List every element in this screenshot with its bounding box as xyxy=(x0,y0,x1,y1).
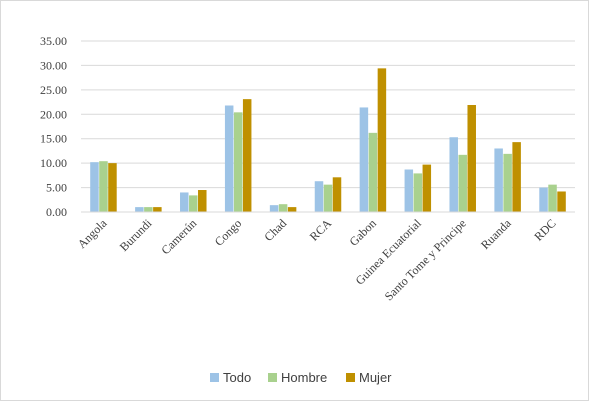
bar-todo-3 xyxy=(224,105,234,212)
x-tick-label: Camerún xyxy=(158,216,199,257)
y-axis-tick-labels: 0.00 5.00 10.00 15.00 20.00 25.00 30.00 35.00 xyxy=(40,34,67,219)
bar-hombre-10 xyxy=(548,184,557,212)
bar-hombre-5 xyxy=(323,184,333,212)
bar-todo-7 xyxy=(404,169,414,212)
bar-mujer-4 xyxy=(287,207,297,212)
x-tick-label: Angola xyxy=(75,216,110,251)
bar-hombre-8 xyxy=(458,154,467,212)
bar-mujer-0 xyxy=(108,163,117,212)
bar-mujer-7 xyxy=(422,164,432,212)
y-tick-label: 15.00 xyxy=(40,132,67,146)
gridlines xyxy=(81,40,575,189)
bar-todo-5 xyxy=(314,181,324,212)
x-tick-label: Chad xyxy=(261,216,289,244)
legend-swatch-todo xyxy=(210,373,219,382)
x-tick-label: RDC xyxy=(531,216,558,243)
bar-hombre-3 xyxy=(233,112,243,212)
x-tick-label: RCA xyxy=(307,216,335,244)
bar-mujer-10 xyxy=(557,191,566,212)
bars xyxy=(90,68,566,212)
bar-hombre-0 xyxy=(99,161,108,212)
x-tick-label: Gabon xyxy=(347,216,380,249)
x-tick-label: Congo xyxy=(212,216,245,249)
bar-todo-10 xyxy=(539,187,548,212)
legend-label-mujer: Mujer xyxy=(359,370,392,385)
bar-mujer-1 xyxy=(153,207,162,212)
y-tick-label: 20.00 xyxy=(40,107,67,121)
bar-hombre-2 xyxy=(189,195,198,212)
x-tick-label: Burundi xyxy=(117,216,155,254)
legend-swatch-hombre xyxy=(268,373,277,382)
y-tick-label: 30.00 xyxy=(40,58,67,72)
bar-todo-1 xyxy=(135,207,144,212)
bar-mujer-3 xyxy=(242,99,252,212)
y-tick-label: 0.00 xyxy=(46,205,67,219)
bar-todo-2 xyxy=(180,192,189,212)
x-tick-label: Ruanda xyxy=(478,216,514,252)
bar-hombre-7 xyxy=(413,173,423,212)
y-tick-label: 25.00 xyxy=(40,83,67,97)
x-axis-tick-labels: Angola Burundi Camerún Congo Chad RCA GabonGui… xyxy=(75,216,559,304)
bar-mujer-6 xyxy=(377,68,387,212)
y-tick-label: 35.00 xyxy=(40,34,67,48)
bar-mujer-9 xyxy=(512,142,521,212)
bar-mujer-8 xyxy=(467,105,476,212)
legend-label-todo: Todo xyxy=(223,370,251,385)
y-tick-label: 5.00 xyxy=(46,181,67,195)
legend-swatch-mujer xyxy=(346,373,355,382)
bar-hombre-4 xyxy=(278,204,288,212)
legend: Todo Hombre Mujer xyxy=(210,370,392,385)
bar-todo-8 xyxy=(449,137,458,212)
bar-hombre-6 xyxy=(368,132,378,212)
bar-hombre-9 xyxy=(503,153,512,212)
bar-hombre-1 xyxy=(144,207,153,212)
bar-mujer-5 xyxy=(332,177,342,212)
bar-todo-4 xyxy=(269,205,279,212)
x-tick-label: Santo Tome y Principe xyxy=(382,216,469,303)
bar-todo-0 xyxy=(90,162,99,212)
bar-todo-9 xyxy=(494,148,503,212)
bar-mujer-2 xyxy=(198,190,207,212)
bar-todo-6 xyxy=(359,107,369,212)
y-tick-label: 10.00 xyxy=(40,156,67,170)
legend-label-hombre: Hombre xyxy=(281,370,327,385)
